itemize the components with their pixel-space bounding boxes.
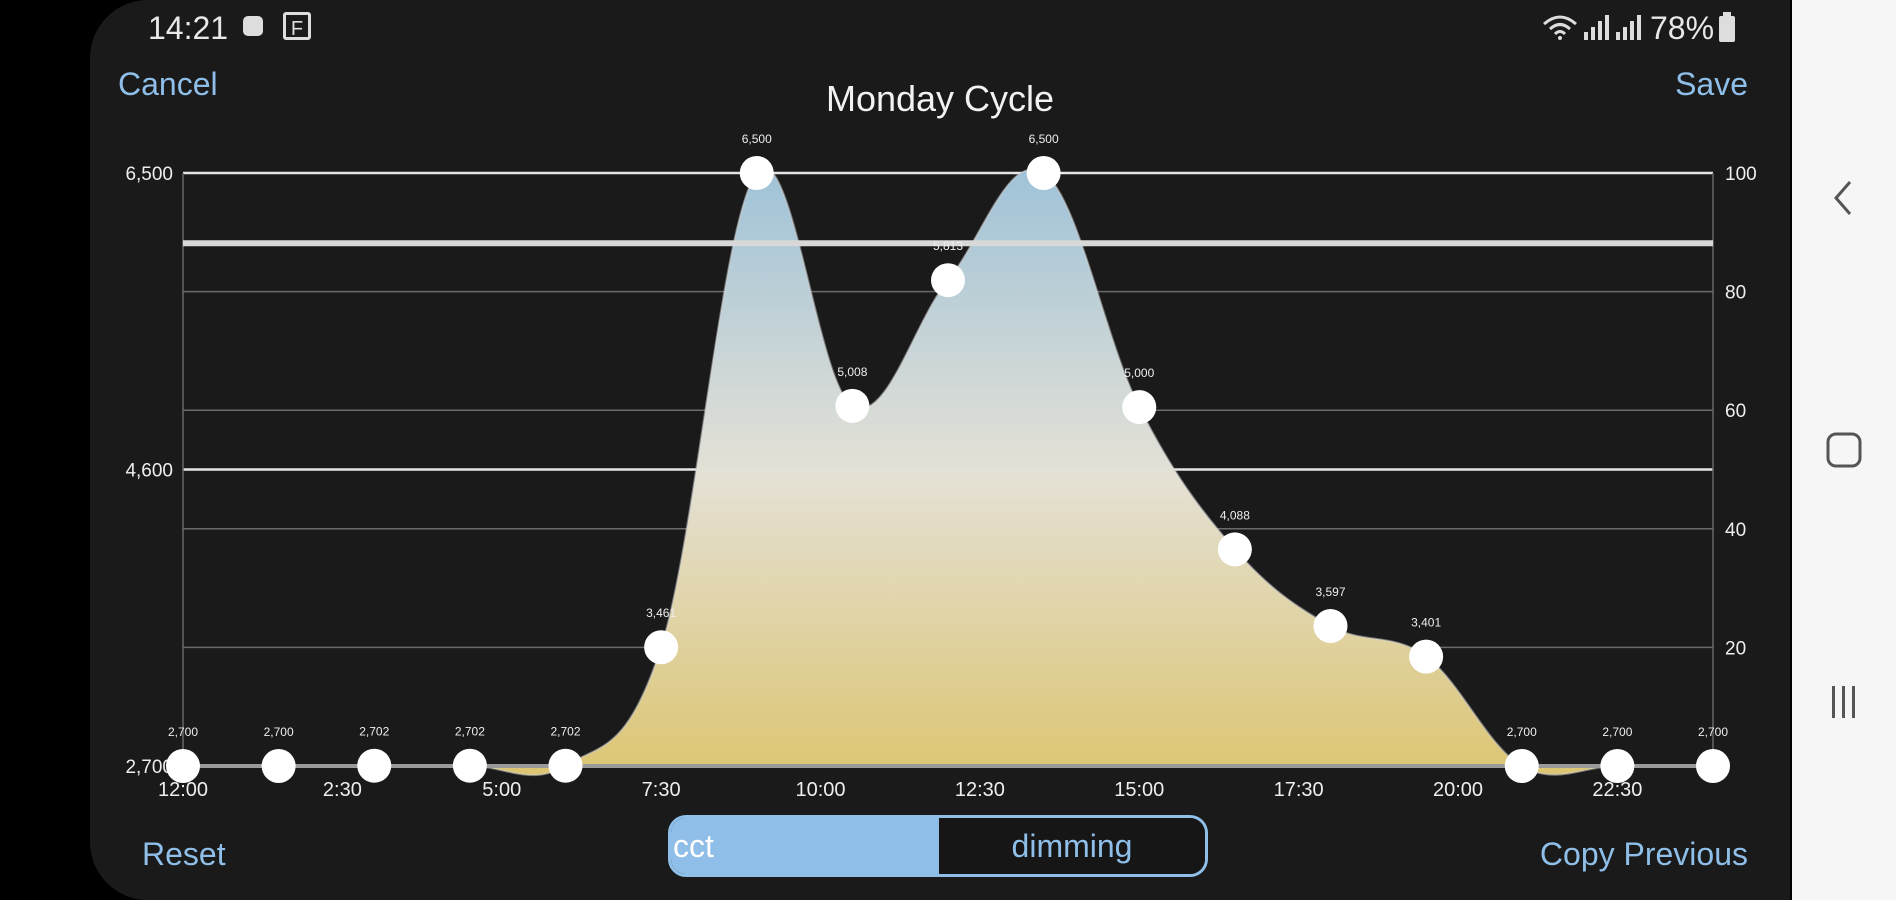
- status-time: 14:21: [148, 10, 229, 46]
- notification-icon: [243, 16, 263, 36]
- x-tick-label: 12:00: [158, 779, 208, 801]
- data-point-handle[interactable]: [548, 748, 583, 783]
- data-label: 2,702: [359, 725, 389, 739]
- x-tick-label: 7:30: [642, 779, 681, 801]
- data-label: 3,461: [646, 606, 676, 620]
- data-point-handle[interactable]: [739, 156, 774, 190]
- x-tick-label: 22:30: [1592, 779, 1642, 801]
- page-title: Monday Cycle: [825, 78, 1055, 119]
- x-tick-label: 17:30: [1274, 779, 1324, 801]
- right-tick-label: 20: [1725, 638, 1746, 659]
- data-point-handle[interactable]: [835, 388, 870, 423]
- x-tick-label: 20:00: [1433, 779, 1483, 801]
- system-nav-bar: [1792, 0, 1896, 900]
- data-point-handle[interactable]: [166, 749, 200, 783]
- data-point-handle[interactable]: [1122, 390, 1157, 425]
- app-screen: 14:21 F 78% Cancel Monday Cycle Save 2,7…: [90, 0, 1790, 900]
- data-label: 2,700: [1698, 725, 1728, 739]
- data-label: 2,702: [550, 725, 580, 739]
- data-point-handle[interactable]: [1217, 532, 1252, 567]
- data-point-handle[interactable]: [1409, 639, 1444, 674]
- left-tick-label: 4,600: [125, 461, 173, 482]
- toggle-option-cct[interactable]: cct: [671, 818, 939, 874]
- data-label: 2,702: [455, 725, 485, 739]
- data-label: 5,000: [1124, 366, 1154, 380]
- data-label: 2,700: [1507, 725, 1537, 739]
- wifi-icon: [1543, 15, 1577, 40]
- data-label: 3,401: [1411, 616, 1441, 630]
- data-point-handle[interactable]: [1026, 156, 1061, 190]
- cancel-button[interactable]: Cancel: [118, 66, 218, 102]
- data-point-handle[interactable]: [1696, 749, 1730, 783]
- data-label: 6,500: [1029, 132, 1059, 146]
- data-point-handle[interactable]: [644, 630, 679, 665]
- battery-percent: 78%: [1650, 10, 1715, 46]
- data-point-handle[interactable]: [357, 748, 392, 783]
- data-label: 5,813: [933, 239, 963, 253]
- x-tick-label: 2:30: [323, 779, 362, 801]
- data-label: 6,500: [742, 132, 772, 146]
- back-icon[interactable]: [1820, 176, 1868, 220]
- data-point-handle[interactable]: [1504, 749, 1539, 783]
- x-tick-label: 10:00: [795, 779, 845, 801]
- left-tick-label: 6,500: [125, 164, 173, 185]
- right-tick-label: 40: [1725, 520, 1746, 541]
- data-point-handle[interactable]: [452, 748, 487, 783]
- right-tick-label: 80: [1725, 283, 1746, 304]
- copy-previous-button[interactable]: Copy Previous: [1539, 836, 1748, 872]
- right-tick-label: 60: [1725, 401, 1746, 422]
- data-point-handle[interactable]: [931, 263, 965, 298]
- data-label: 2,700: [1602, 725, 1632, 739]
- signal-icon: [1616, 15, 1641, 40]
- data-label: 2,700: [264, 725, 294, 739]
- x-tick-label: 5:00: [482, 779, 521, 801]
- right-tick-label: 100: [1725, 164, 1757, 185]
- signal-icon: [1584, 15, 1609, 40]
- home-icon[interactable]: [1820, 428, 1868, 472]
- data-label: 2,700: [168, 725, 198, 739]
- data-label: 3,597: [1315, 585, 1345, 599]
- cycle-chart[interactable]: 2,700 4,600 6,500 20 40 60 80 100 12:00 2:30 5:00 7…: [90, 0, 1790, 900]
- f-app-icon: F: [283, 12, 311, 40]
- save-button[interactable]: Save: [1675, 66, 1748, 102]
- mode-toggle[interactable]: cct dimming: [668, 815, 1208, 877]
- toggle-option-dimming[interactable]: dimming: [939, 818, 1205, 874]
- reset-button[interactable]: Reset: [142, 836, 226, 872]
- left-tick-label: 2,700: [125, 757, 173, 778]
- series-area: [183, 168, 1713, 776]
- data-point-handle[interactable]: [1600, 749, 1635, 783]
- data-label: 4,088: [1220, 508, 1250, 522]
- x-tick-label: 15:00: [1114, 779, 1164, 801]
- data-label: 5,008: [837, 365, 867, 379]
- data-point-handle[interactable]: [261, 749, 296, 783]
- recent-apps-icon[interactable]: [1820, 680, 1868, 724]
- battery-icon: [1719, 12, 1735, 42]
- x-tick-label: 12:30: [955, 779, 1005, 801]
- data-point-handle[interactable]: [1313, 609, 1348, 644]
